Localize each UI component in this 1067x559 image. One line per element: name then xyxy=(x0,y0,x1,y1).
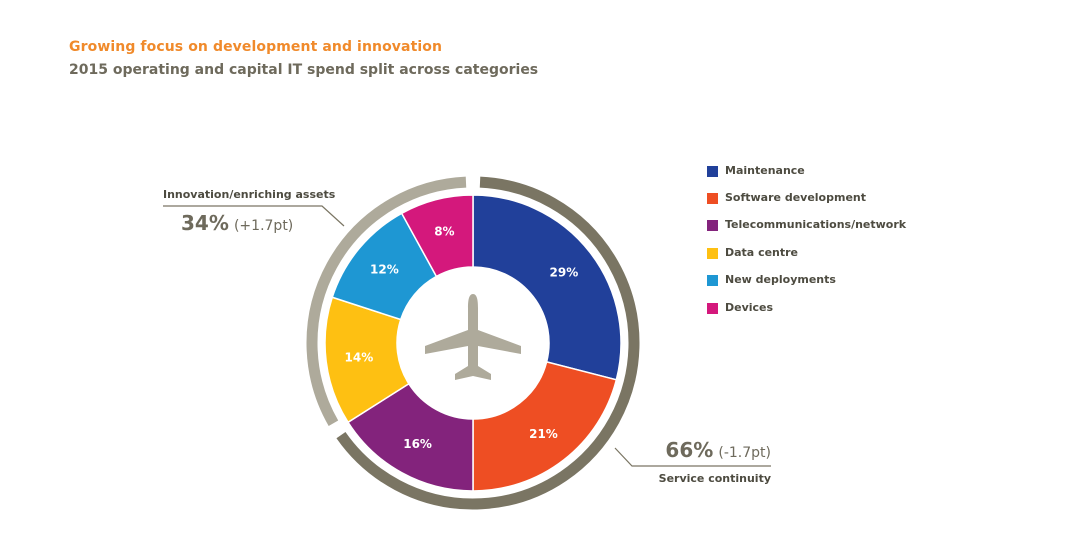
service-group-delta: (-1.7pt) xyxy=(718,445,771,461)
legend-swatch xyxy=(707,303,718,314)
group-ring-service-continuity xyxy=(336,176,640,510)
chart-subtitle: 2015 operating and capital IT spend spli… xyxy=(69,62,539,78)
slice-labels: 29% 21% 16% 14% 12% 8% xyxy=(345,225,579,451)
legend-label: Software development xyxy=(725,191,867,204)
innovation-group-label: Innovation/enriching assets xyxy=(163,188,336,201)
innovation-group-value: 34% (+1.7pt) xyxy=(181,211,293,235)
group-ring-innovation-enriching-assets xyxy=(306,176,467,426)
chart-title: Growing focus on development and innovat… xyxy=(69,39,443,55)
airplane-icon xyxy=(425,294,521,380)
slice-label: 14% xyxy=(345,350,374,364)
innovation-group-percent: 34% xyxy=(181,211,229,235)
slice-label: 12% xyxy=(370,263,399,277)
legend-item: Data centre xyxy=(707,246,967,261)
slice-label: 16% xyxy=(403,437,432,451)
legend-swatch xyxy=(707,166,718,177)
slice-label: 8% xyxy=(434,225,454,239)
legend-item: Software development xyxy=(707,191,967,206)
callout-leader-lines xyxy=(163,205,771,467)
legend-swatch xyxy=(707,220,718,231)
service-group-value: 66% (-1.7pt) xyxy=(665,438,771,462)
slice-label: 29% xyxy=(550,266,579,280)
group-rings xyxy=(306,176,640,510)
legend-swatch xyxy=(707,248,718,259)
legend-label: Data centre xyxy=(725,246,799,259)
slice-label: 21% xyxy=(529,427,558,441)
legend-label: New deployments xyxy=(725,273,836,286)
legend-item: Telecommunications/network xyxy=(707,218,967,233)
legend-item: Maintenance xyxy=(707,164,967,179)
legend-swatch xyxy=(707,275,718,286)
innovation-group-delta: (+1.7pt) xyxy=(233,218,294,234)
legend-swatch xyxy=(707,193,718,204)
innovation-leader-line xyxy=(163,205,345,227)
legend-label: Maintenance xyxy=(725,164,805,177)
service-group-label: Service continuity xyxy=(658,472,771,485)
legend-item: New deployments xyxy=(707,273,967,288)
service-group-percent: 66% xyxy=(665,438,714,462)
service-leader-line xyxy=(614,447,771,467)
legend-label: Telecommunications/network xyxy=(725,218,907,231)
legend-item: Devices xyxy=(707,301,967,316)
legend-label: Devices xyxy=(725,301,774,314)
